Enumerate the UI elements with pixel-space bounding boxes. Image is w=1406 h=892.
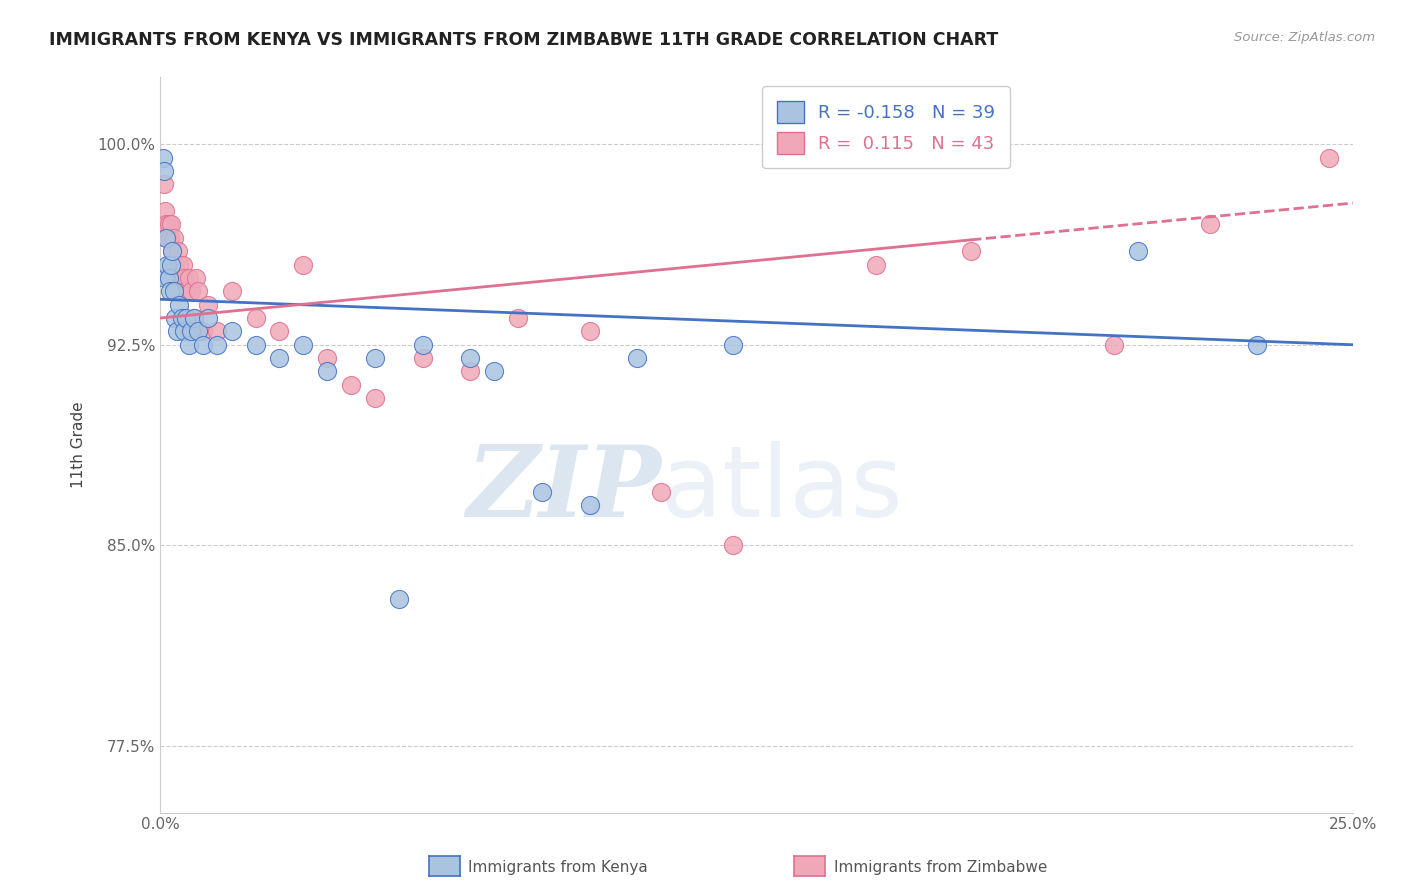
Point (221, 285, 243, 299)
Text: ZIP: ZIP (465, 441, 661, 537)
Point (207, 325, 229, 339)
Point (173, 271, 195, 285)
Point (191, 325, 214, 339)
Point (530, 484, 553, 499)
Point (177, 271, 200, 285)
Point (183, 311, 205, 326)
Point (388, 591, 411, 606)
Point (650, 484, 672, 499)
Point (159, 218, 181, 232)
Point (1198, 218, 1220, 232)
Point (177, 337, 200, 351)
Point (197, 311, 219, 326)
Point (155, 218, 177, 232)
Point (156, 231, 179, 245)
Point (160, 244, 183, 259)
Point (506, 311, 529, 326)
Point (180, 285, 202, 299)
Point (316, 364, 339, 378)
Point (155, 231, 177, 245)
Point (159, 285, 181, 299)
Point (221, 325, 243, 339)
Point (458, 351, 481, 365)
Point (152, 151, 174, 165)
Point (578, 498, 600, 512)
Point (721, 538, 744, 552)
Point (207, 337, 229, 351)
Point (159, 258, 181, 272)
Point (170, 271, 193, 285)
Point (169, 258, 191, 272)
Point (292, 258, 315, 272)
Point (412, 351, 434, 365)
Point (960, 244, 983, 259)
Point (157, 271, 180, 285)
Point (166, 271, 188, 285)
Point (166, 325, 188, 339)
Point (163, 258, 186, 272)
Point (153, 204, 176, 219)
Text: IMMIGRANTS FROM KENYA VS IMMIGRANTS FROM ZIMBABWE 11TH GRADE CORRELATION CHART: IMMIGRANTS FROM KENYA VS IMMIGRANTS FROM… (49, 31, 998, 49)
Point (245, 311, 267, 326)
Point (162, 285, 184, 299)
Point (578, 325, 600, 339)
Point (156, 258, 179, 272)
Point (197, 298, 219, 312)
Text: Immigrants from Kenya: Immigrants from Kenya (468, 860, 648, 874)
Point (172, 258, 194, 272)
Point (176, 285, 198, 299)
Point (180, 325, 202, 339)
Point (157, 218, 180, 232)
Point (364, 351, 387, 365)
Point (184, 271, 207, 285)
Point (1102, 337, 1125, 351)
Text: Immigrants from Zimbabwe: Immigrants from Zimbabwe (834, 860, 1047, 874)
Point (176, 311, 198, 326)
Point (159, 231, 181, 245)
Point (153, 178, 176, 192)
Point (153, 164, 176, 178)
Point (245, 337, 267, 351)
Point (153, 271, 176, 285)
Point (458, 364, 481, 378)
Text: atlas: atlas (661, 441, 903, 538)
Point (187, 285, 209, 299)
Point (1246, 337, 1268, 351)
Point (162, 231, 184, 245)
Point (187, 325, 209, 339)
Point (316, 351, 339, 365)
Point (721, 337, 744, 351)
Legend: R = -0.158   N = 39, R =  0.115   N = 43: R = -0.158 N = 39, R = 0.115 N = 43 (762, 87, 1010, 169)
Point (160, 244, 183, 259)
Point (167, 244, 190, 259)
Point (482, 364, 505, 378)
Point (269, 351, 291, 365)
Point (865, 258, 887, 272)
Point (163, 311, 186, 326)
Point (173, 325, 195, 339)
Point (626, 351, 648, 365)
Point (340, 377, 363, 392)
Point (1126, 244, 1149, 259)
Point (412, 337, 434, 351)
Point (170, 311, 193, 326)
Point (169, 298, 191, 312)
Point (364, 391, 387, 405)
Y-axis label: 11th Grade: 11th Grade (72, 401, 86, 488)
Point (183, 311, 205, 326)
Point (1317, 151, 1340, 165)
Point (269, 325, 291, 339)
Point (292, 337, 315, 351)
Text: Source: ZipAtlas.com: Source: ZipAtlas.com (1234, 31, 1375, 45)
Point (191, 337, 214, 351)
